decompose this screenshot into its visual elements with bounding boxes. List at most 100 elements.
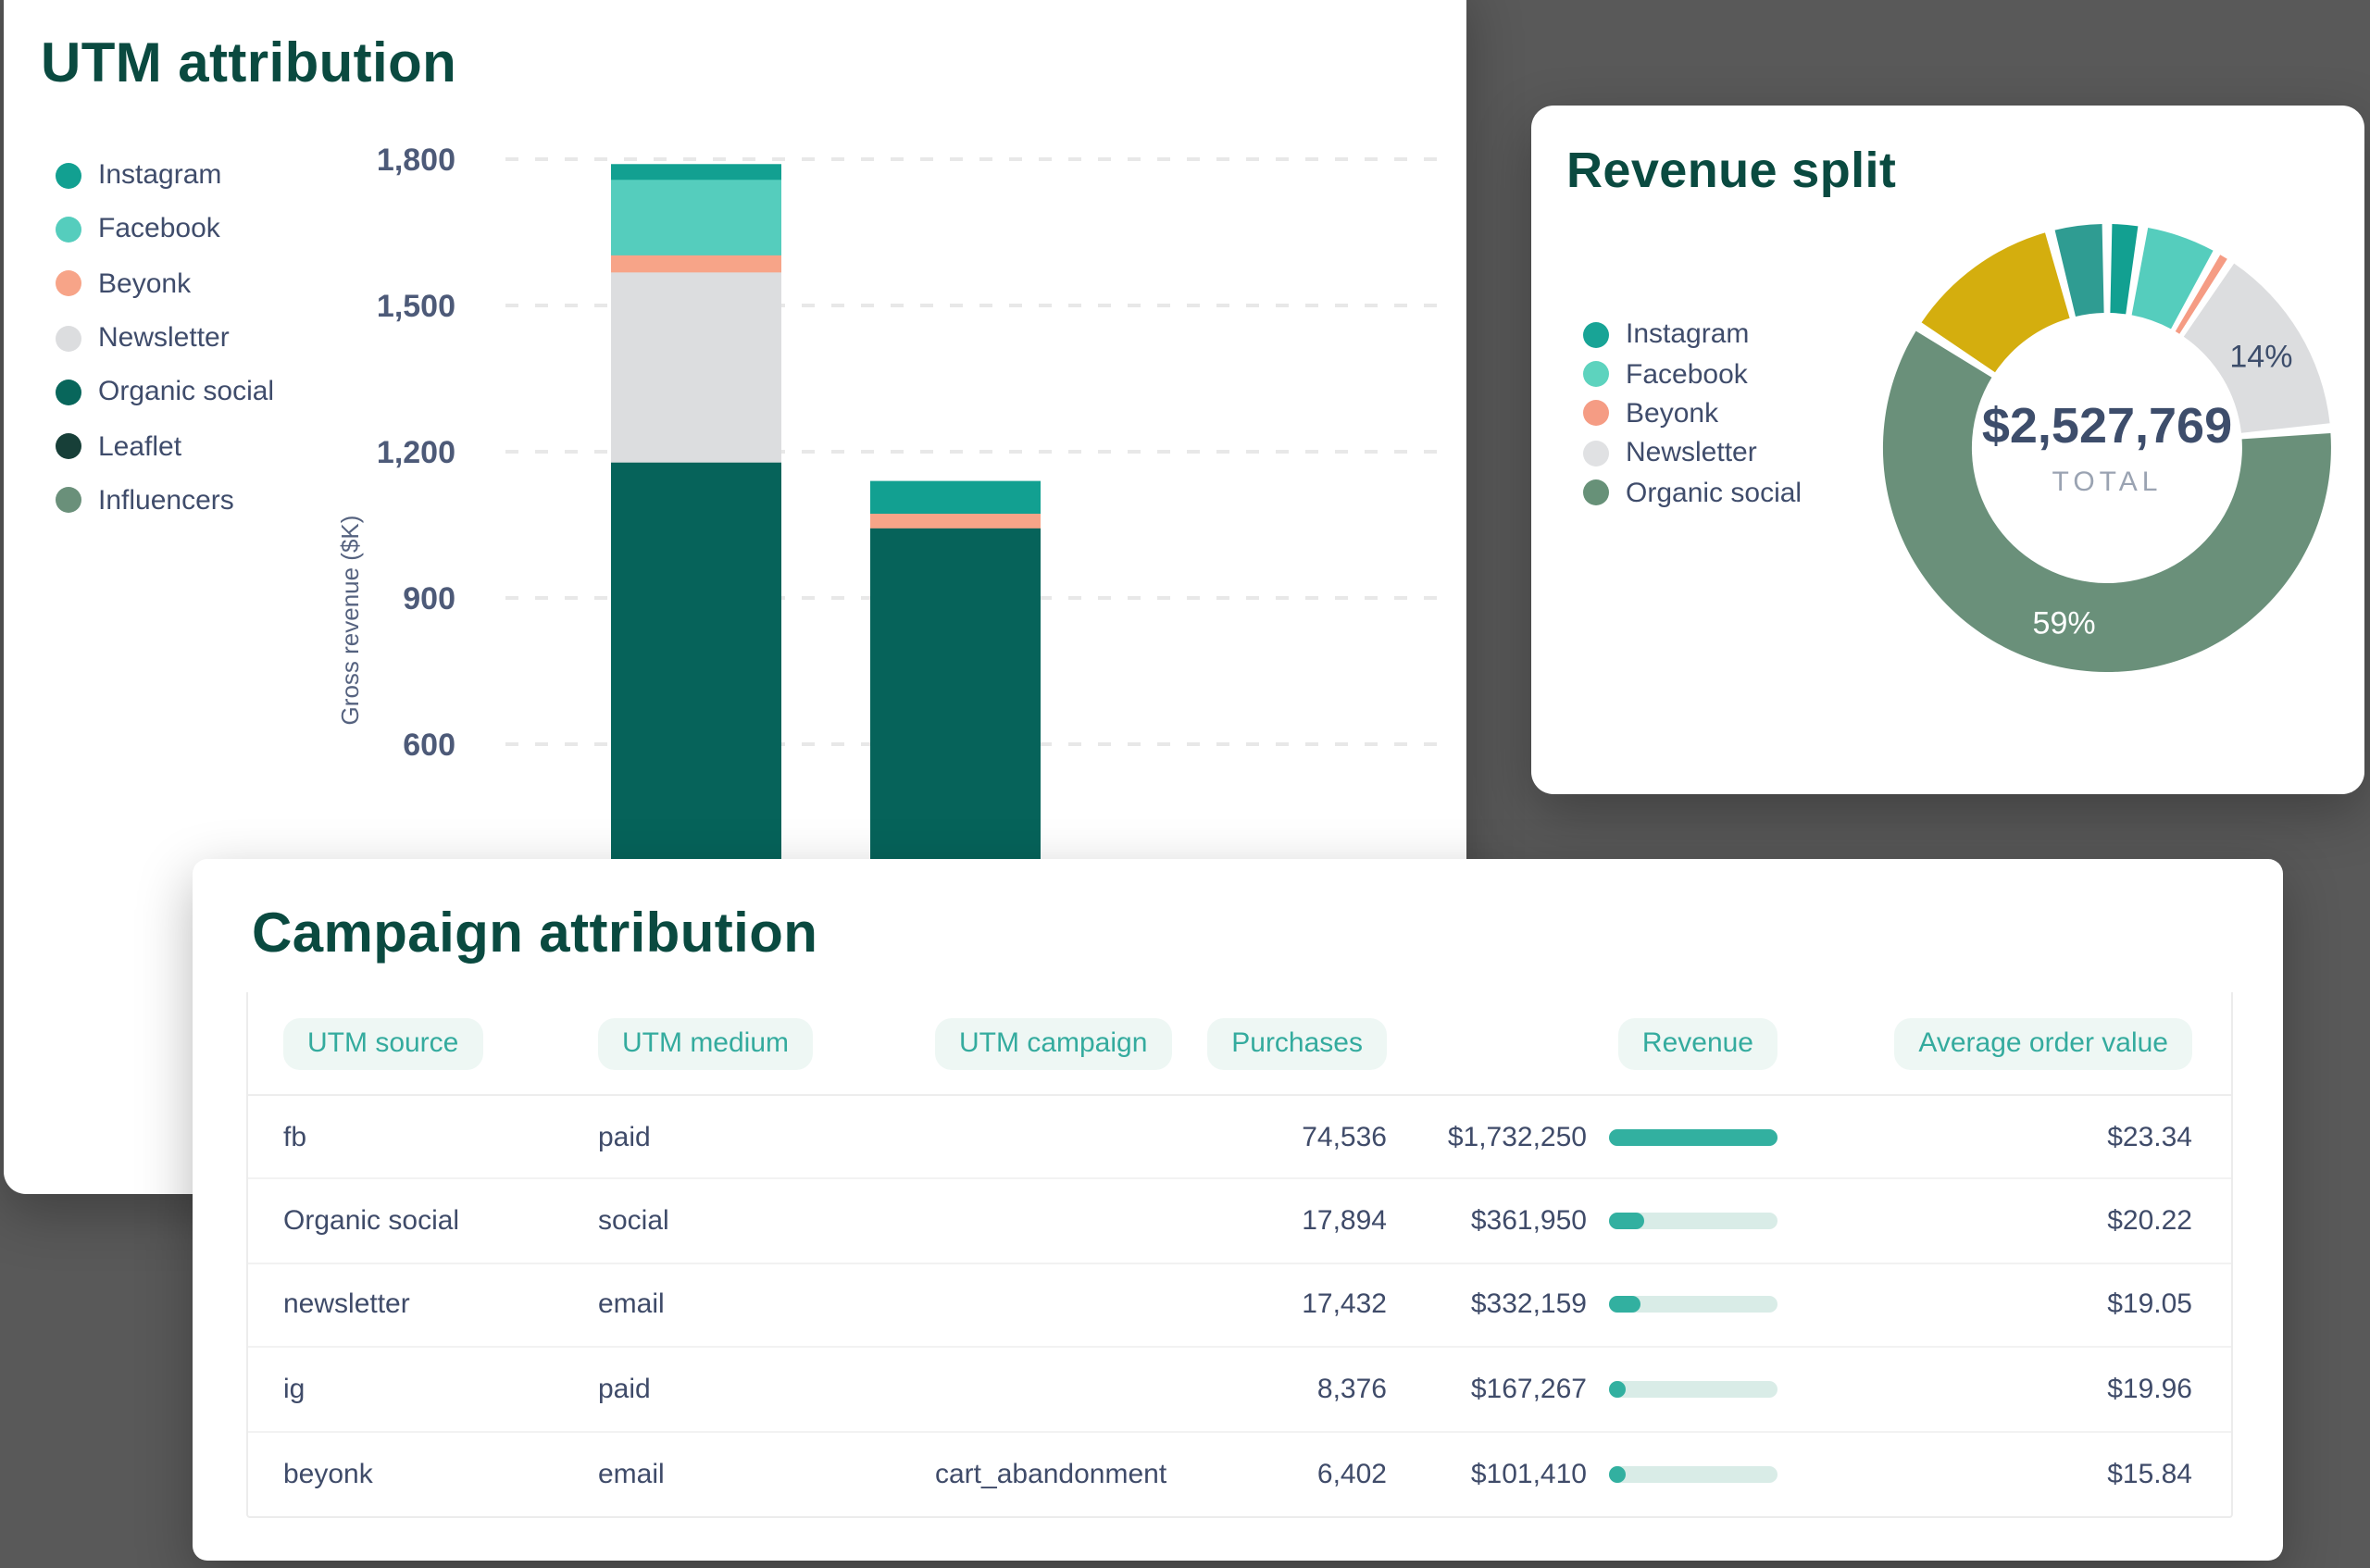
- donut-chart: 14% 59%: [1882, 224, 2331, 673]
- legend-item-instagram[interactable]: Instagram: [56, 148, 274, 203]
- table-row-fb: fb paid 74,536 $1,732,250 $23.34: [248, 1096, 2231, 1180]
- column-header-purchases[interactable]: Purchases: [1207, 1017, 1387, 1069]
- revenue-split-card: Revenue split Instagram Facebook Beyonk New…: [1531, 106, 2364, 794]
- legend-label: Influencers: [98, 484, 234, 516]
- y-tick-label: 1,800: [377, 143, 455, 178]
- cell-purchases: 6,402: [1316, 1458, 1387, 1490]
- beyonk-legend-dot-icon: [1583, 400, 1609, 427]
- legend-label: Newsletter: [98, 322, 230, 355]
- y-tick-label: 1,500: [377, 289, 455, 324]
- column-header-utm-campaign[interactable]: UTM campaign: [935, 1017, 1172, 1069]
- legend-label: Beyonk: [98, 268, 192, 300]
- legend-item-instagram[interactable]: Instagram: [1583, 315, 1802, 355]
- cell-average-order-value: $23.34: [2107, 1121, 2192, 1153]
- cell-utm-medium: paid: [598, 1121, 651, 1153]
- cell-utm-source: fb: [283, 1121, 307, 1153]
- instagram-legend-dot-icon: [56, 162, 81, 189]
- slice-percent-label-newsletter: 14%: [2229, 339, 2292, 374]
- campaign-table-body: fb paid 74,536 $1,732,250 $23.34 Organic soci…: [248, 1096, 2231, 1516]
- legend-label: Instagram: [98, 159, 222, 192]
- newsletter-legend-dot-icon: [1583, 440, 1609, 467]
- bar-segment-instagram-0: [611, 164, 781, 180]
- cell-utm-medium: social: [598, 1205, 669, 1238]
- facebook-legend-dot-icon: [56, 216, 81, 243]
- bar-segment-instagram-1: [870, 480, 1041, 515]
- legend-item-newsletter[interactable]: Newsletter: [1583, 433, 1802, 473]
- legend-item-facebook[interactable]: Facebook: [1583, 355, 1802, 394]
- column-header-revenue[interactable]: Revenue: [1617, 1017, 1778, 1069]
- revenue-bar-track: [1609, 1296, 1778, 1313]
- total-revenue-value: $2,527,769: [1981, 398, 2233, 454]
- cell-revenue: $361,950: [1387, 1205, 1778, 1237]
- revenue-bar-track: [1609, 1128, 1778, 1146]
- legend-label: Organic social: [98, 376, 275, 408]
- utm-chart-legend: Instagram Facebook Beyonk Newsletter Organic…: [56, 148, 274, 528]
- cell-revenue: $1,732,250: [1387, 1121, 1778, 1152]
- bar-segment-beyonk-0: [611, 254, 781, 273]
- cell-utm-source: beyonk: [283, 1458, 373, 1490]
- revenue-value: $332,159: [1470, 1288, 1587, 1321]
- legend-label: Instagram: [1626, 318, 1750, 351]
- beyonk-legend-dot-icon: [56, 270, 81, 297]
- revenue-bar-fill: [1609, 1296, 1641, 1313]
- cell-revenue: $167,267: [1387, 1374, 1778, 1405]
- cell-utm-source: newsletter: [283, 1288, 410, 1321]
- cell-utm-medium: email: [598, 1458, 665, 1490]
- donut-chart-legend: Instagram Facebook Beyonk Newsletter Organic…: [1583, 315, 1802, 513]
- y-tick-label: 1,200: [377, 435, 455, 470]
- legend-item-influencers[interactable]: Influencers: [56, 474, 274, 529]
- table-row-organic-social: Organic social social 17,894 $361,950 $20.22: [248, 1180, 2231, 1264]
- cell-average-order-value: $19.05: [2107, 1288, 2192, 1321]
- cell-purchases: 17,894: [1302, 1205, 1387, 1238]
- legend-label: Organic social: [1626, 477, 1802, 509]
- bar-segment-facebook-0: [611, 179, 781, 255]
- column-header-utm-source[interactable]: UTM source: [283, 1017, 483, 1069]
- revenue-bar-track: [1609, 1465, 1778, 1483]
- y-tick-label: 900: [403, 581, 455, 616]
- table-row-beyonk: beyonk email cart_abandonment 6,402 $101,410…: [248, 1432, 2231, 1516]
- slice-percent-label-organic-social: 59%: [2033, 605, 2096, 641]
- campaign-table-header-row: UTM source UTM medium UTM campaign Purchase…: [248, 992, 2231, 1096]
- revenue-card-title: Revenue split: [1566, 143, 1897, 198]
- donut-slice-unlabeled-teal: [2054, 224, 2104, 317]
- bar-segment-newsletter-0: [611, 271, 781, 463]
- cell-average-order-value: $20.22: [2107, 1205, 2192, 1238]
- revenue-value: $101,410: [1470, 1458, 1587, 1490]
- donut-slice-newsletter: [2183, 263, 2330, 433]
- legend-label: Facebook: [1626, 358, 1748, 391]
- legend-label: Beyonk: [1626, 397, 1719, 429]
- donut-slice-instagram: [2110, 224, 2139, 315]
- utm-card-title: UTM attribution: [41, 33, 457, 94]
- cell-utm-source: Organic social: [283, 1205, 460, 1238]
- y-tick-label: 600: [403, 728, 455, 763]
- facebook-legend-dot-icon: [1583, 361, 1609, 388]
- legend-item-facebook[interactable]: Facebook: [56, 203, 274, 257]
- cell-utm-campaign: cart_abandonment: [935, 1458, 1167, 1490]
- revenue-bar-track: [1609, 1380, 1778, 1398]
- donut-slice-beyonk: [2175, 255, 2227, 334]
- legend-item-beyonk[interactable]: Beyonk: [56, 256, 274, 311]
- donut-slice-facebook: [2131, 228, 2214, 330]
- legend-item-newsletter[interactable]: Newsletter: [56, 311, 274, 366]
- cell-purchases: 8,376: [1316, 1373, 1387, 1405]
- instagram-legend-dot-icon: [1583, 321, 1609, 348]
- cell-purchases: 74,536: [1302, 1121, 1387, 1153]
- legend-item-organic-social[interactable]: Organic social: [56, 365, 274, 419]
- cell-revenue: $101,410: [1387, 1459, 1778, 1490]
- revenue-bar-fill: [1609, 1465, 1626, 1483]
- legend-item-beyonk[interactable]: Beyonk: [1583, 394, 1802, 434]
- leaflet-legend-dot-icon: [56, 433, 81, 460]
- legend-label: Facebook: [98, 213, 220, 245]
- cell-purchases: 17,432: [1302, 1288, 1387, 1321]
- cell-utm-medium: paid: [598, 1373, 651, 1405]
- cell-average-order-value: $19.96: [2107, 1373, 2192, 1405]
- cell-average-order-value: $15.84: [2107, 1458, 2192, 1490]
- table-row-newsletter: newsletter email 17,432 $332,159 $19.05: [248, 1264, 2231, 1349]
- column-header-average-order-value[interactable]: Average order value: [1894, 1017, 2192, 1069]
- column-header-utm-medium[interactable]: UTM medium: [598, 1017, 814, 1069]
- legend-item-organic-social[interactable]: Organic social: [1583, 473, 1802, 513]
- revenue-bar-track: [1609, 1213, 1778, 1230]
- legend-item-leaflet[interactable]: Leaflet: [56, 419, 274, 474]
- organic-social-legend-dot-icon: [1583, 479, 1609, 506]
